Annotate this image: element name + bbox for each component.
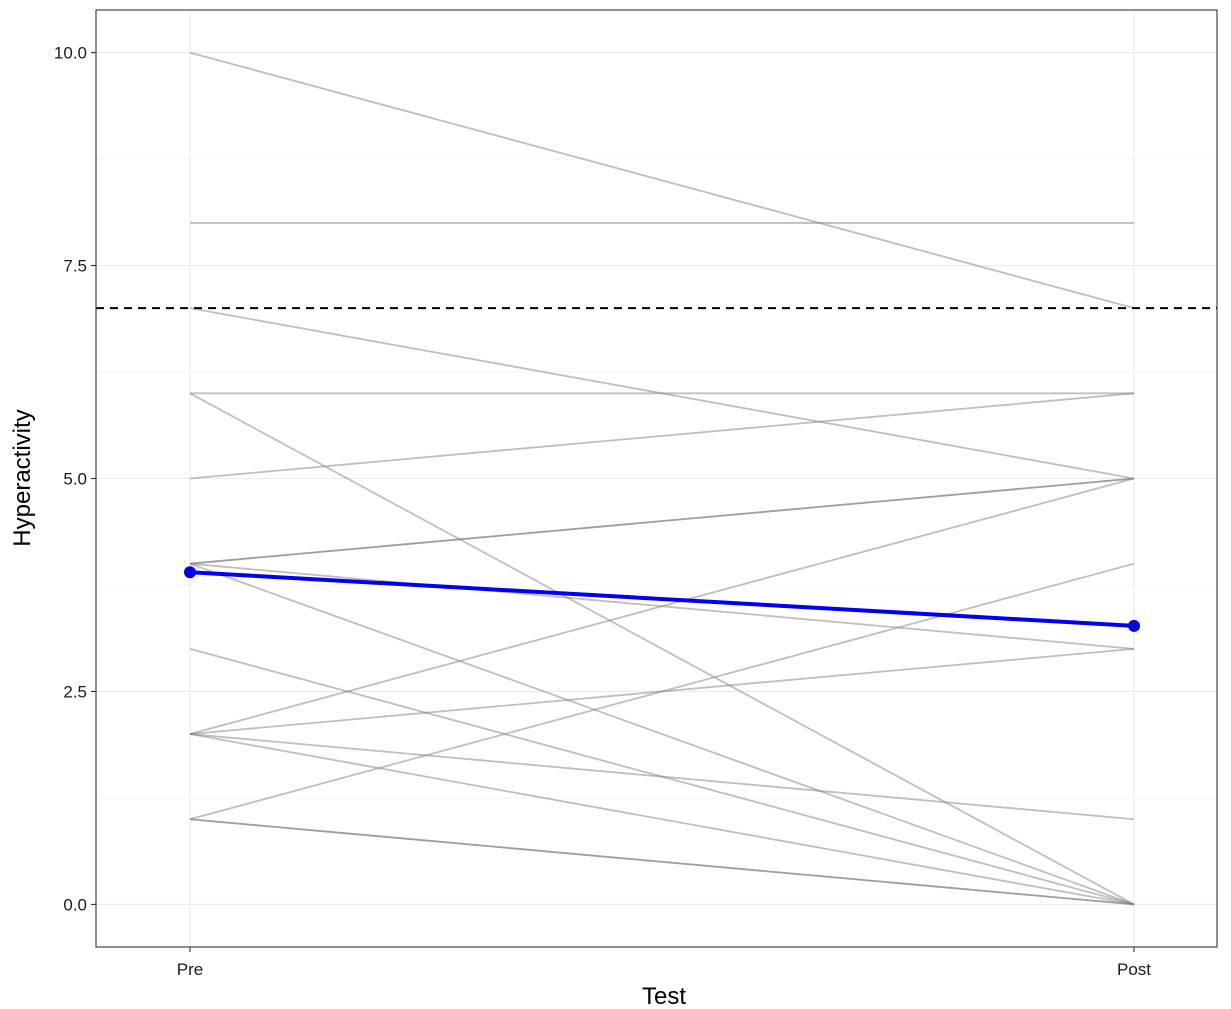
subject-line (189, 733, 1135, 821)
mean-point-post (1128, 619, 1140, 632)
subject-line (189, 562, 1135, 906)
mean-point-pre (184, 566, 196, 579)
y-axis-title: Hyperactivity (9, 409, 36, 546)
subject-lines (189, 51, 1135, 906)
subject-line (189, 818, 1135, 906)
subject-line (189, 51, 1135, 310)
y-tick-label: 5.0 (63, 470, 87, 489)
subject-line (189, 477, 1135, 735)
x-tick-label: Post (1117, 960, 1151, 979)
grid (96, 10, 1217, 947)
x-tick-label: Pre (177, 960, 203, 979)
subject-line (189, 562, 1135, 821)
x-axis-title: Test (642, 983, 686, 1009)
subject-line (189, 477, 1135, 565)
subject-line (189, 392, 1135, 906)
y-tick-label: 7.5 (63, 257, 87, 276)
y-tick-label: 10.0 (54, 44, 87, 63)
y-tick-label: 2.5 (63, 682, 87, 701)
mean-layer (184, 566, 1140, 632)
mean-line (189, 570, 1135, 628)
y-tick-label: 0.0 (63, 895, 87, 914)
subject-line (189, 392, 1135, 480)
subject-line (189, 733, 1135, 906)
axes: 0.0 2.5 5.0 7.5 10.0 Pre Post (54, 44, 1151, 979)
